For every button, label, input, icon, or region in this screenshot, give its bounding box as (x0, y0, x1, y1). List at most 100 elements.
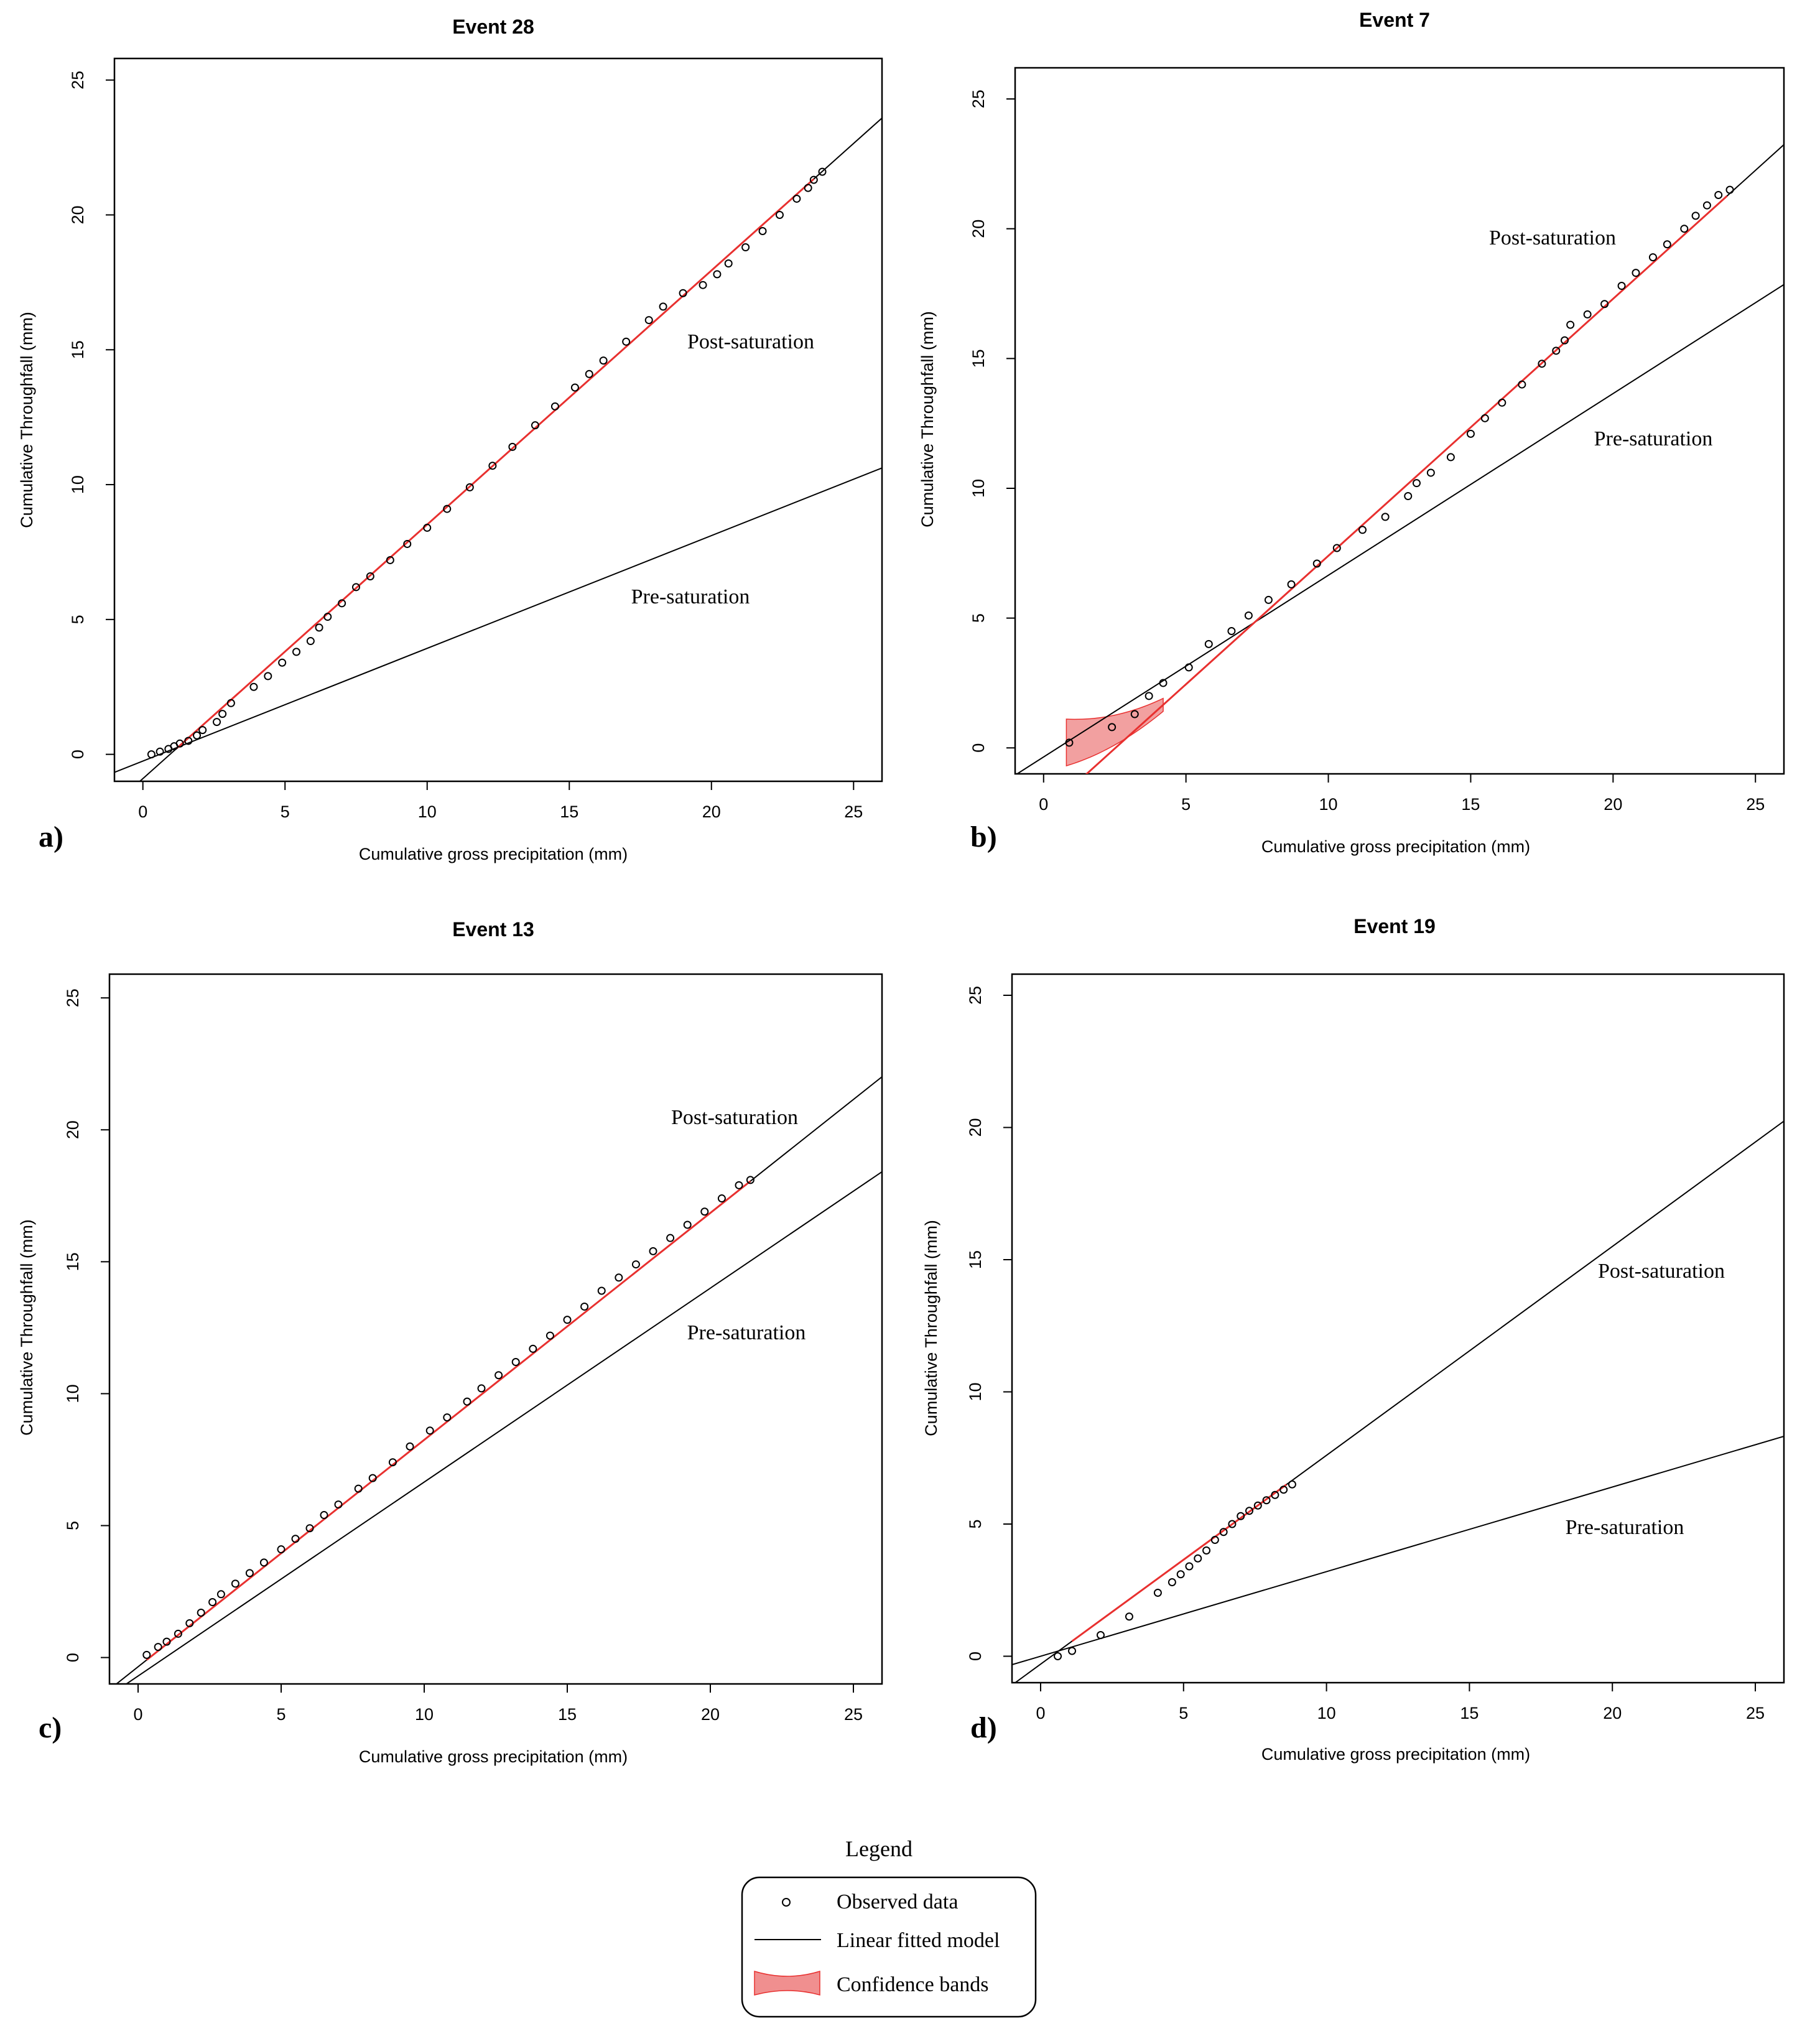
x-axis-label: Cumulative gross precipitation (mm) (359, 1747, 628, 1766)
panel-label: c) (39, 1711, 62, 1744)
y-axis-label: Cumulative Throughfall (mm) (17, 1219, 36, 1436)
y-tick-label: 20 (68, 205, 87, 224)
fit-line-pre-saturation (1012, 1435, 1784, 1666)
observed-point (1466, 429, 1475, 438)
plot-frame (113, 57, 883, 783)
x-tick-label: 20 (1603, 1704, 1622, 1722)
red-fit-segment (1071, 1484, 1288, 1642)
x-tick-label: 25 (844, 802, 863, 821)
observed-point (1130, 710, 1139, 718)
x-tick-label: 10 (1319, 795, 1338, 814)
legend-item-label: Linear fitted model (837, 1929, 1000, 1952)
observed-point (1552, 346, 1561, 355)
observed-point (1054, 1652, 1062, 1660)
x-tick-label: 25 (844, 1705, 863, 1724)
observed-point (208, 1598, 217, 1607)
y-tick-label: 20 (969, 220, 988, 238)
observed-point (1153, 1589, 1162, 1597)
x-tick-label: 0 (1036, 1704, 1045, 1722)
chart-title: Event 7 (1359, 9, 1430, 31)
y-tick-label: 15 (966, 1250, 985, 1269)
observed-point (570, 383, 579, 392)
observed-point (156, 747, 164, 756)
observed-point (277, 1545, 286, 1554)
observed-point (1332, 544, 1341, 552)
y-axis-label: Cumulative Throughfall (mm) (918, 311, 937, 528)
fit-line-pre-saturation (1016, 284, 1784, 774)
observed-point (1068, 1647, 1077, 1655)
x-tick-label: 25 (1746, 1704, 1765, 1722)
observed-point (666, 1234, 675, 1242)
observed-point (197, 1608, 205, 1617)
observed-point (443, 1413, 452, 1422)
observed-point (386, 555, 394, 564)
panel-label: a) (39, 820, 63, 853)
observed-point (1632, 269, 1640, 277)
observed-point (488, 462, 497, 470)
y-tick-label: 25 (68, 71, 87, 90)
observed-point (597, 1286, 606, 1295)
observed-point (809, 175, 818, 184)
plot-area (115, 1076, 882, 1684)
observed-point (529, 1344, 537, 1353)
observed-point (388, 1458, 397, 1467)
observed-point (477, 1384, 486, 1393)
x-tick-label: 10 (1317, 1704, 1336, 1722)
y-tick-label: 10 (966, 1382, 985, 1401)
observed-point (368, 1474, 377, 1482)
observed-point (1262, 1496, 1271, 1505)
observed-point (213, 718, 221, 727)
observed-point (306, 637, 315, 646)
observed-point (631, 1260, 640, 1269)
observed-point (1561, 336, 1569, 345)
x-axis-label: Cumulative gross precipitation (mm) (1261, 1745, 1530, 1764)
x-tick-label: 5 (1179, 1704, 1188, 1722)
observed-point (1680, 225, 1689, 233)
observed-point (423, 523, 432, 532)
x-tick-label: 0 (133, 1705, 142, 1724)
observed-point (1446, 453, 1455, 462)
observed-point (334, 1500, 343, 1509)
panel-2: Event 7 0 5 10 15 20 25 0 5 10 15 20 25 Cumulative gr… (918, 9, 1785, 856)
x-tick-label: 10 (415, 1705, 434, 1724)
legend-title: Legend (845, 1836, 912, 1861)
y-tick-label: 15 (68, 340, 87, 359)
observed-point (185, 1619, 194, 1627)
observed-point (1228, 1520, 1237, 1528)
y-tick-label: 15 (969, 349, 988, 368)
observed-point (1288, 1480, 1296, 1489)
observed-point (278, 658, 287, 667)
y-tick-label: 10 (63, 1384, 82, 1403)
red-fit-segment (1085, 195, 1728, 774)
x-tick-label: 20 (1604, 795, 1622, 814)
x-tick-label: 5 (1181, 795, 1191, 814)
observed-point (1244, 611, 1253, 620)
observed-point (599, 356, 608, 365)
observed-point (1096, 1631, 1105, 1639)
chart-title: Event 19 (1353, 915, 1436, 937)
y-tick-label: 0 (969, 743, 988, 753)
observed-point (218, 710, 227, 718)
plot-area (1016, 144, 1784, 774)
observed-point (615, 1273, 623, 1282)
observed-point (1518, 380, 1526, 389)
x-tick-label: 15 (1460, 1704, 1479, 1722)
observed-point (291, 1535, 300, 1543)
observed-point (699, 281, 707, 289)
observed-point (403, 539, 412, 548)
y-tick-label: 5 (969, 613, 988, 623)
observed-point (1271, 1490, 1279, 1499)
annotation-pre-saturation: Pre-saturation (1566, 1516, 1684, 1539)
observed-point (147, 750, 156, 759)
observed-point (1168, 1578, 1176, 1586)
annotation-post-saturation: Post-saturation (687, 330, 814, 353)
observed-point (758, 226, 767, 235)
legend-band-symbol (754, 1970, 820, 1996)
observed-point (1144, 692, 1153, 700)
observed-point (679, 289, 687, 297)
observed-point (1583, 310, 1592, 318)
observed-point (1691, 212, 1700, 220)
panel-1: Event 28 0 5 10 15 20 25 0 5 10 15 20 25 Cumulative g… (17, 16, 883, 863)
observed-point (735, 1181, 743, 1189)
